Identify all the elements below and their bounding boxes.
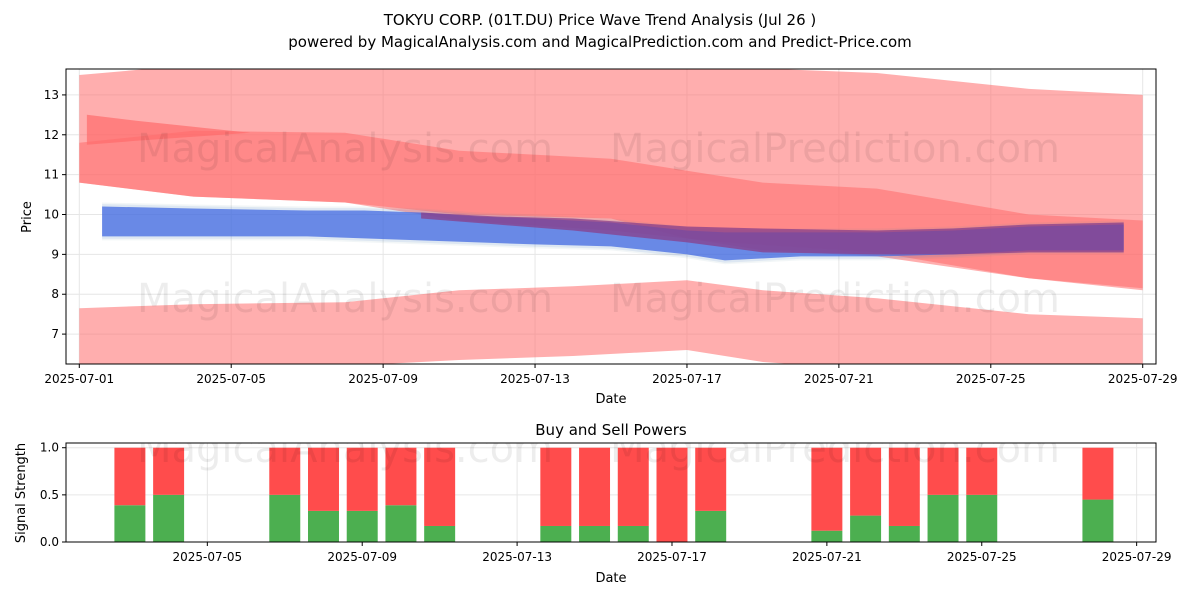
price-x-tick-label: 2025-07-01 — [44, 372, 114, 386]
price-y-tick-label: 13 — [44, 88, 59, 102]
buy-bar — [153, 494, 185, 542]
price-x-label: Date — [595, 392, 626, 407]
buy-bar — [579, 525, 611, 542]
price-y-tick-label: 10 — [44, 208, 59, 222]
sell-bar — [617, 447, 649, 526]
watermark-top-left: MagicalAnalysis.com — [137, 126, 553, 172]
buy-bar — [1082, 499, 1114, 542]
sell-bar — [850, 447, 882, 516]
signal-x-tick-label: 2025-07-17 — [637, 550, 707, 564]
watermark-bottom-left: MagicalAnalysis.com — [137, 426, 553, 472]
buy-bar — [346, 510, 378, 542]
price-x-tick-label: 2025-07-25 — [956, 372, 1026, 386]
signal-x-tick-label: 2025-07-05 — [172, 550, 242, 564]
buy-bar — [385, 505, 417, 542]
watermark-mid-right: MagicalPrediction.com — [610, 276, 1060, 322]
buy-bar — [888, 525, 920, 542]
price-y-tick-label: 9 — [51, 247, 59, 261]
buy-bar — [540, 525, 572, 542]
price-y-tick-label: 12 — [44, 128, 59, 142]
buy-bar — [617, 525, 649, 542]
signal-x-tick-label: 2025-07-21 — [792, 550, 862, 564]
chart-subtitle: powered by MagicalAnalysis.com and Magic… — [288, 33, 912, 51]
price-y-tick-label: 8 — [51, 287, 59, 301]
sell-bar — [656, 447, 688, 542]
sell-bar — [540, 447, 572, 526]
price-x-tick-label: 2025-07-21 — [804, 372, 874, 386]
sell-bar — [966, 447, 998, 495]
buy-bar — [850, 515, 882, 542]
buy-bar — [966, 494, 998, 542]
signal-y-label: Signal Strength — [14, 443, 29, 543]
signal-chart-title: Buy and Sell Powers — [535, 421, 687, 439]
signal-bars — [114, 447, 1114, 542]
watermark-bottom-right: MagicalPrediction.com — [610, 426, 1060, 472]
chart-title: TOKYU CORP. (01T.DU) Price Wave Trend An… — [383, 11, 816, 29]
sell-bar — [424, 447, 456, 526]
price-x-tick-label: 2025-07-09 — [348, 372, 418, 386]
watermark-mid-left: MagicalAnalysis.com — [137, 276, 553, 322]
price-ticks: 2025-07-01 2025-07-05 2025-07-09 2025-07-13… — [44, 88, 1178, 386]
red-dark-band — [86, 114, 251, 145]
signal-y-tick-label: 1.0 — [40, 441, 59, 455]
sell-bar — [269, 447, 301, 495]
watermark-top-right: MagicalPrediction.com — [610, 126, 1060, 172]
red-band — [79, 280, 1143, 364]
price-y-tick-label: 11 — [44, 168, 59, 182]
price-bands — [79, 69, 1143, 364]
buy-bar — [695, 510, 727, 542]
signal-axes-frame — [65, 442, 1157, 543]
price-x-tick-label: 2025-07-29 — [1108, 372, 1178, 386]
sell-bar — [579, 447, 611, 526]
sell-bar — [385, 447, 417, 506]
signal-chart: Buy and Sell Powers MagicalAnalysis.com … — [14, 421, 1172, 586]
signal-x-tick-label: 2025-07-29 — [1102, 550, 1172, 564]
price-y-label: Price — [20, 201, 35, 233]
price-chart: MagicalAnalysis.com MagicalPrediction.co… — [20, 68, 1178, 407]
price-x-tick-label: 2025-07-13 — [500, 372, 570, 386]
sell-bar — [811, 447, 843, 531]
buy-bar — [308, 510, 339, 542]
signal-x-tick-label: 2025-07-25 — [947, 550, 1017, 564]
signal-x-tick-label: 2025-07-09 — [327, 550, 397, 564]
sell-bar — [927, 447, 959, 495]
price-y-tick-label: 7 — [51, 327, 59, 341]
signal-y-tick-label: 0.0 — [40, 535, 59, 549]
price-x-tick-label: 2025-07-17 — [652, 372, 722, 386]
sell-bar — [888, 447, 920, 526]
sell-bar — [308, 447, 339, 511]
price-x-tick-label: 2025-07-05 — [196, 372, 266, 386]
buy-bar — [811, 530, 843, 542]
sell-bar — [114, 447, 146, 506]
buy-bar — [927, 494, 959, 542]
purple-band — [421, 212, 1124, 255]
buy-bar — [424, 525, 456, 542]
sell-bar — [1082, 447, 1114, 500]
price-axes-frame — [65, 68, 1157, 365]
signal-y-tick-label: 0.5 — [40, 488, 59, 502]
buy-bar — [114, 505, 146, 542]
sell-bar — [153, 447, 185, 495]
signal-ticks: 2025-07-05 2025-07-09 2025-07-13 2025-07-17… — [40, 441, 1172, 564]
signal-x-tick-label: 2025-07-13 — [482, 550, 552, 564]
sell-bar — [695, 447, 727, 511]
signal-x-label: Date — [595, 571, 626, 586]
sell-bar — [346, 447, 378, 511]
buy-bar — [269, 494, 301, 542]
